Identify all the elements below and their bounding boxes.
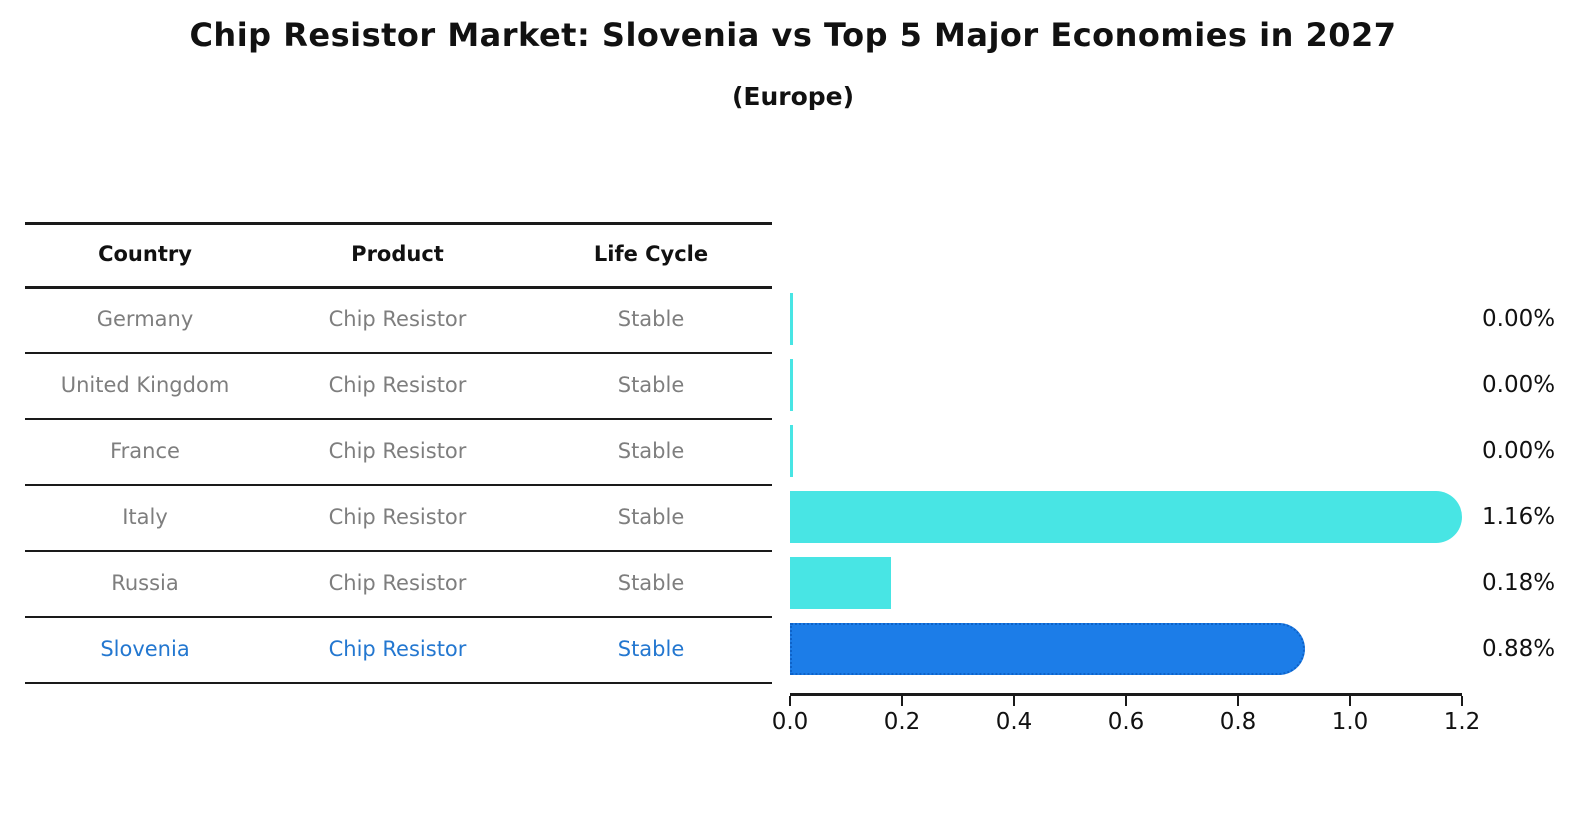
- table-separator-line: [25, 222, 772, 225]
- bar-france: [790, 425, 793, 477]
- table-cell-lifecycle: Stable: [617, 307, 685, 331]
- table-cell-product: Chip Resistor: [328, 505, 467, 529]
- chart-title: Chip Resistor Market: Slovenia vs Top 5 …: [189, 16, 1397, 54]
- table-row: Slovenia Chip Resistor Stable: [25, 616, 772, 682]
- bar-united-kingdom: [790, 359, 793, 411]
- column-header-lifecycle: Life Cycle: [593, 242, 709, 266]
- table-cell-country: Italy: [122, 505, 168, 529]
- bar-value-label: 0.00%: [1482, 306, 1556, 332]
- table-cell-lifecycle: Stable: [617, 637, 685, 661]
- table-cell-product: Chip Resistor: [328, 571, 467, 595]
- table-row: Russia Chip Resistor Stable: [25, 550, 772, 616]
- table-cell-country: Germany: [96, 307, 194, 331]
- table-row: France Chip Resistor Stable: [25, 418, 772, 484]
- bar-value-label: 1.16%: [1482, 504, 1556, 530]
- table-cell-product: Chip Resistor: [328, 637, 467, 661]
- x-axis-tick-label: 0.0: [771, 709, 809, 735]
- table-cell-lifecycle: Stable: [617, 505, 685, 529]
- x-axis-tick: [900, 695, 904, 706]
- x-axis-tick-label: 1.2: [1443, 709, 1481, 735]
- x-axis-tick: [1012, 695, 1016, 706]
- table-cell-product: Chip Resistor: [328, 373, 467, 397]
- bar-russia: [790, 557, 891, 609]
- bar-germany: [790, 293, 793, 345]
- chart-subtitle: (Europe): [731, 82, 855, 111]
- table-separator-line: [25, 484, 772, 486]
- x-axis-line: [790, 693, 1462, 696]
- x-axis-tick: [1124, 695, 1128, 706]
- table-separator-line: [25, 550, 772, 552]
- bar-value-label: 0.18%: [1482, 570, 1556, 596]
- table-row: Germany Chip Resistor Stable: [25, 286, 772, 352]
- table-cell-lifecycle: Stable: [617, 439, 685, 463]
- table-separator-line: [25, 286, 772, 289]
- x-axis-tick-label: 0.4: [995, 709, 1033, 735]
- table-row: United Kingdom Chip Resistor Stable: [25, 352, 772, 418]
- x-axis-tick-label: 0.2: [883, 709, 921, 735]
- table-cell-country: Russia: [111, 571, 179, 595]
- table-separator-line: [25, 352, 772, 354]
- bar-italy: [790, 491, 1462, 543]
- table-cell-product: Chip Resistor: [328, 439, 467, 463]
- table-separator-line: [25, 616, 772, 618]
- x-axis-tick: [1460, 695, 1464, 706]
- x-axis-tick: [1348, 695, 1352, 706]
- x-axis-tick-label: 0.8: [1219, 709, 1257, 735]
- table-separator-line: [25, 682, 772, 684]
- table-cell-country: United Kingdom: [60, 373, 230, 397]
- x-axis-tick: [788, 695, 792, 706]
- table-cell-product: Chip Resistor: [328, 307, 467, 331]
- x-axis-tick: [1236, 695, 1240, 706]
- table-cell-lifecycle: Stable: [617, 571, 685, 595]
- table-cell-lifecycle: Stable: [617, 373, 685, 397]
- column-header-product: Product: [351, 242, 444, 266]
- table-header-row: Country Product Life Cycle: [25, 222, 772, 286]
- table-cell-country: Slovenia: [100, 637, 190, 661]
- bar-value-label: 0.00%: [1482, 438, 1556, 464]
- bar-value-label: 0.00%: [1482, 372, 1556, 398]
- x-axis-tick-label: 0.6: [1107, 709, 1145, 735]
- bar-slovenia: [790, 623, 1305, 675]
- column-header-country: Country: [98, 242, 192, 266]
- table-separator-line: [25, 418, 772, 420]
- bar-value-label: 0.88%: [1482, 636, 1556, 662]
- table-row: Italy Chip Resistor Stable: [25, 484, 772, 550]
- table-cell-country: France: [110, 439, 180, 463]
- x-axis-tick-label: 1.0: [1331, 709, 1369, 735]
